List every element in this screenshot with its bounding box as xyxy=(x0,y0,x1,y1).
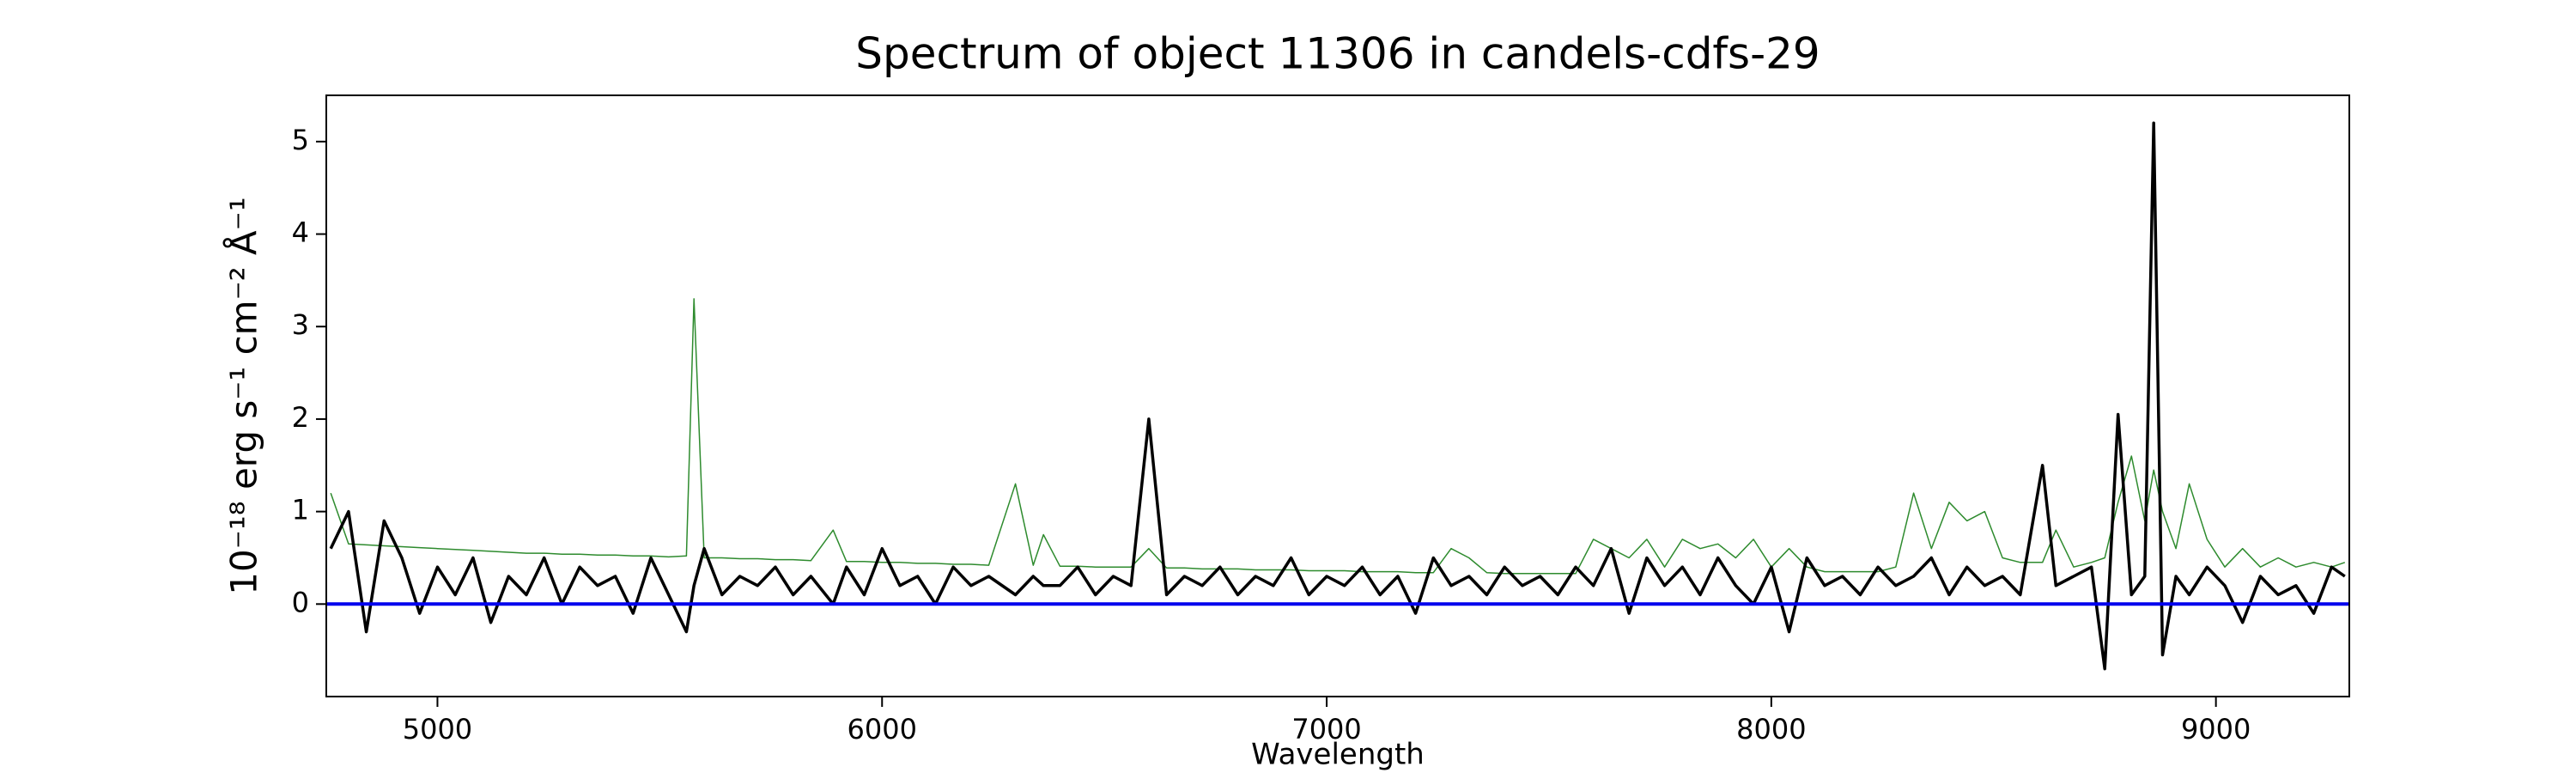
x-axis-label: Wavelength xyxy=(1251,738,1425,772)
spectrum-line xyxy=(329,121,2346,671)
x-tick-label: 7000 xyxy=(1291,713,1361,746)
plot-frame xyxy=(325,94,2350,697)
spectrum-line xyxy=(330,298,2346,575)
y-tick-label: 0 xyxy=(292,586,309,618)
y-tick-label: 1 xyxy=(292,494,309,526)
chart-title: Spectrum of object 11306 in candels-cdfs… xyxy=(855,29,1820,79)
y-tick-label: 3 xyxy=(292,308,309,341)
x-tick-label: 9000 xyxy=(2181,713,2251,746)
x-tick-label: 8000 xyxy=(1736,713,1806,746)
x-tick-label: 6000 xyxy=(848,713,917,746)
plot-area xyxy=(326,121,2349,671)
y-axis-label: 10⁻¹⁸ erg s⁻¹ cm⁻² Å⁻¹ xyxy=(222,197,265,594)
x-tick-label: 5000 xyxy=(403,713,472,746)
y-tick-label: 5 xyxy=(292,124,309,156)
y-tick-label: 2 xyxy=(292,401,309,434)
y-tick-label: 4 xyxy=(292,216,309,249)
